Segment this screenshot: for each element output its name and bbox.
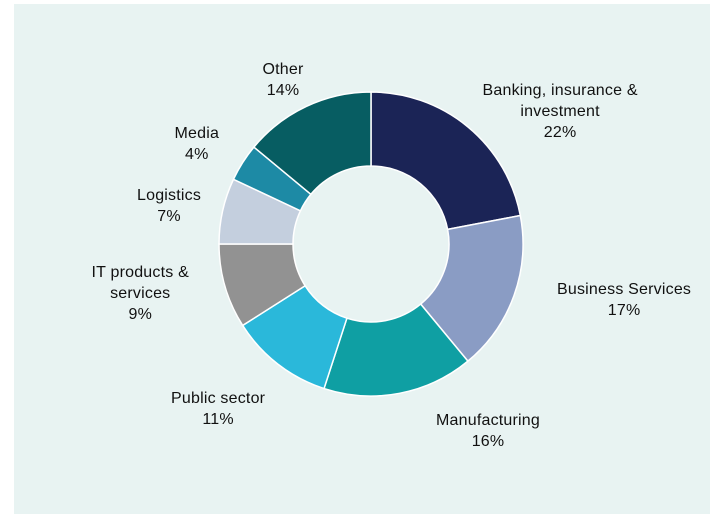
slice-label-line: Manufacturing: [436, 412, 540, 429]
slice-label-4: IT products & services 9%: [92, 262, 189, 325]
slice-label-line: Other: [262, 61, 304, 78]
slice-value-label: 16%: [471, 433, 505, 450]
slice-value-label: 9%: [128, 306, 152, 323]
slice-value-label: 22%: [543, 124, 577, 141]
chart-panel: [14, 4, 710, 514]
slice-label-line: Banking, insurance &: [482, 82, 638, 99]
slice-label-7: Other 14%: [263, 59, 304, 101]
slice-label-line: Media: [174, 125, 220, 142]
slice-value-label: 4%: [185, 146, 209, 163]
slice-value-label: 7%: [157, 208, 181, 225]
slice-label-1: Business Services 17%: [557, 279, 691, 321]
slice-label-line: IT products &: [91, 264, 189, 281]
slice-label-6: Media 4%: [175, 123, 220, 165]
slice-7: [252, 91, 372, 196]
slice-label-0: Banking, insurance & investment 22%: [483, 80, 638, 143]
slice-label-line: Public sector: [171, 390, 266, 407]
slice-value-label: 11%: [202, 411, 234, 428]
slice-label-line: Business Services: [557, 281, 692, 298]
slice-label-line: services: [110, 285, 171, 302]
slice-value-label: 17%: [607, 302, 641, 319]
slice-label-2: Manufacturing 16%: [436, 410, 540, 452]
slice-label-3: Public sector 11%: [171, 388, 265, 430]
slice-0: [370, 91, 522, 231]
slice-value-label: 14%: [266, 82, 300, 99]
slice-label-line: investment: [520, 103, 600, 120]
slice-label-5: Logistics 7%: [137, 185, 201, 227]
slice-label-line: Logistics: [137, 187, 202, 204]
